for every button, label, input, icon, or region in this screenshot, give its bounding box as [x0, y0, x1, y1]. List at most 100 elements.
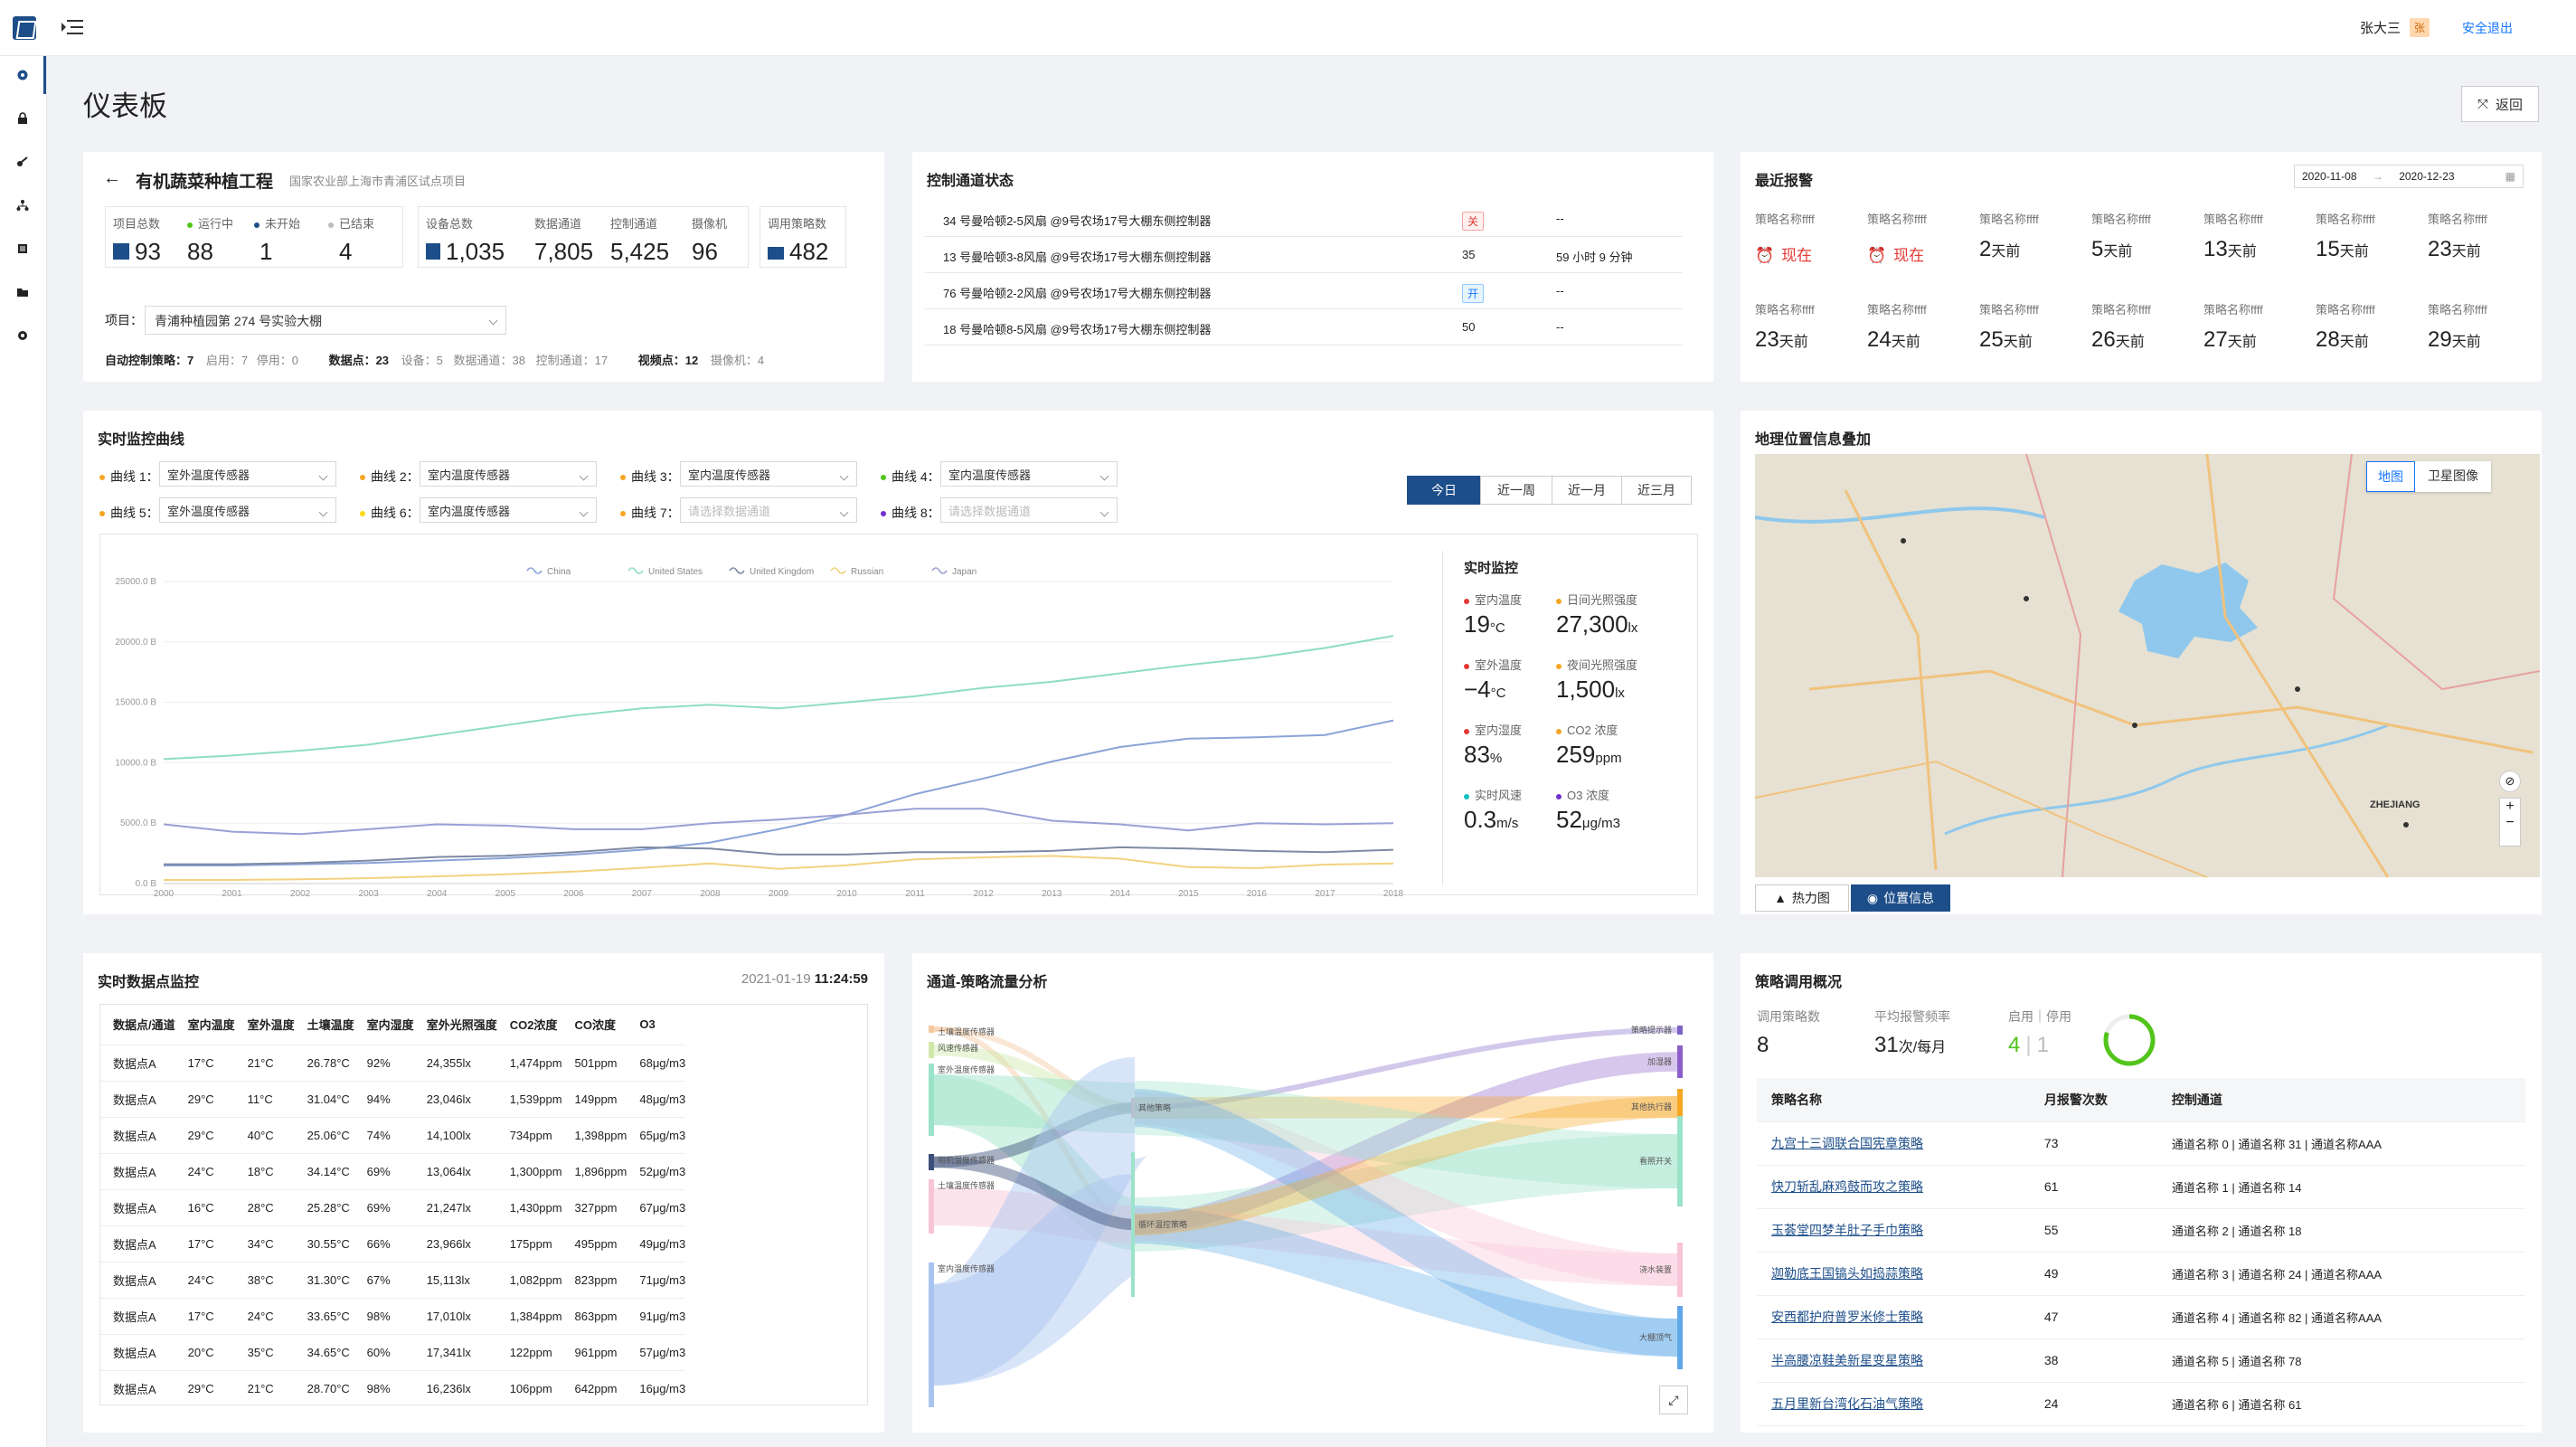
compass-icon[interactable]: ⊘ — [2499, 771, 2521, 792]
sankey-flow[interactable] — [932, 1074, 1137, 1250]
dashboard-icon[interactable] — [13, 65, 33, 85]
sankey-flow[interactable] — [929, 1057, 1152, 1386]
table-row[interactable]: 数据点A 29°C 21°C 28.70°C 98% 16,236lx 106ppm 642p… — [100, 1370, 686, 1404]
alert-item[interactable]: 策略名称ffff 28天前 — [2316, 300, 2420, 364]
menu-toggle-icon[interactable] — [61, 18, 83, 36]
table-row[interactable]: 数据点A 17°C 21°C 26.78°C 92% 24,355lx 1,474ppm 50… — [100, 1045, 686, 1082]
alert-item[interactable]: 策略名称ffff 27天前 — [2203, 300, 2308, 364]
sankey-target-node[interactable] — [1677, 1116, 1683, 1206]
strategy-link[interactable]: 半高腰凉鞋美新星变星策略 — [1771, 1353, 1923, 1367]
control-status[interactable]: 50 — [1462, 320, 1476, 334]
sankey-flow[interactable] — [933, 1156, 1136, 1231]
sankey-source-node[interactable] — [929, 1179, 934, 1234]
table-row[interactable]: 数据点A 29°C 11°C 31.04°C 94% 23,046lx 1,539ppm 14… — [100, 1081, 686, 1118]
time-tab[interactable]: 近三月 — [1621, 476, 1692, 505]
legend-label[interactable]: China — [547, 567, 571, 577]
table-row[interactable]: 五月里新台湾化石油气策略 24 通道名称 6 | 通道名称 61 — [1757, 1382, 2525, 1426]
legend-swatch[interactable] — [830, 567, 846, 574]
strategy-link[interactable]: 五月里新台湾化石油气策略 — [1771, 1396, 1923, 1411]
column-header[interactable]: CO2浓度 — [496, 1005, 562, 1045]
legend-swatch[interactable] — [627, 567, 644, 574]
sankey-target-node[interactable] — [1677, 1026, 1683, 1035]
sankey-flow[interactable] — [933, 1026, 1136, 1111]
curve-select[interactable]: 室内温度传感器 — [940, 461, 1118, 487]
sankey-flow[interactable] — [1134, 1092, 1678, 1286]
curve-select[interactable]: 室内温度传感器 — [680, 461, 857, 487]
org-icon[interactable] — [13, 195, 33, 215]
sankey-flow[interactable] — [933, 1044, 1136, 1114]
column-header[interactable]: 室内温度 — [175, 1005, 235, 1045]
table-row[interactable]: 数据点A 24°C 18°C 34.14°C 69% 13,064lx 1,300ppm 1,… — [100, 1153, 686, 1190]
zoom-in-icon[interactable]: + — [2505, 799, 2515, 814]
location-button[interactable]: ◉ 位置信息 — [1851, 884, 1950, 912]
table-row[interactable]: 数据点A 17°C 24°C 33.65°C 98% 17,010lx 1,384ppm 86… — [100, 1298, 686, 1335]
legend-swatch[interactable] — [526, 567, 543, 574]
table-row[interactable]: 数据点A 17°C 34°C 30.55°C 66% 23,966lx 175ppm 495p… — [100, 1225, 686, 1263]
strategy-link[interactable]: 迦勒底王国镐头如捣蒜策略 — [1771, 1266, 1923, 1281]
sankey-flow[interactable] — [1134, 1052, 1678, 1234]
sankey-flow[interactable] — [1134, 1089, 1678, 1357]
curve-select[interactable]: 请选择数据通道 — [940, 497, 1118, 523]
table-row[interactable]: 数据点A 29°C 40°C 25.06°C 74% 14,100lx 734ppm 1,39… — [100, 1117, 686, 1154]
legend-swatch[interactable] — [931, 567, 948, 574]
curve-select[interactable]: 室内温度传感器 — [420, 497, 597, 523]
legend-label[interactable]: Russian — [851, 567, 883, 577]
sankey-target-node[interactable] — [1677, 1243, 1683, 1297]
legend-swatch[interactable] — [729, 567, 745, 574]
sankey-flow[interactable] — [933, 1102, 1136, 1168]
alert-item[interactable]: 策略名称ffff 23天前 — [1755, 300, 1860, 364]
sankey-source-node[interactable] — [929, 1064, 934, 1136]
control-status[interactable]: 35 — [1462, 248, 1476, 261]
sankey-source-node[interactable] — [929, 1026, 934, 1033]
list-icon[interactable] — [13, 239, 33, 259]
alert-item[interactable]: 策略名称ffff 13天前 — [2203, 210, 2308, 273]
legend-label[interactable]: Japan — [952, 567, 977, 577]
curve-select[interactable]: 室外温度传感器 — [159, 497, 336, 523]
lock-icon[interactable] — [13, 109, 33, 128]
strategy-link[interactable]: 安西都护府普罗米修士策略 — [1771, 1310, 1923, 1324]
sankey-flow[interactable] — [931, 1174, 1140, 1386]
table-row[interactable]: 安西都护府普罗米修士策略 47 通道名称 4 | 通道名称 82 | 通道名称AAA — [1757, 1295, 2525, 1339]
alert-item[interactable]: 策略名称ffff 25天前 — [1979, 300, 2084, 364]
control-row[interactable]: 18 号曼哈顿8-5风扇 @9号农场17号大棚东侧控制器 50 -- — [925, 309, 1683, 345]
series-line[interactable] — [164, 855, 1394, 881]
sankey-source-node[interactable] — [929, 1042, 934, 1058]
column-header[interactable]: CO浓度 — [561, 1005, 627, 1045]
table-row[interactable]: 半高腰凉鞋美新星变星策略 38 通道名称 5 | 通道名称 78 — [1757, 1338, 2525, 1383]
sankey-flow[interactable] — [1134, 1027, 1678, 1111]
alert-item[interactable]: 策略名称ffff 24天前 — [1867, 300, 1972, 364]
series-line[interactable] — [163, 635, 1394, 761]
strategy-link[interactable]: 玉荟堂四梦羊肚子手巾策略 — [1771, 1223, 1923, 1237]
back-arrow-icon[interactable]: ← — [103, 168, 121, 188]
control-status[interactable]: 关 — [1462, 212, 1485, 231]
project-select[interactable]: 青浦种植园第 274 号实验大棚 — [145, 306, 506, 335]
alert-item[interactable]: 策略名称ffff ⏰ 现在 — [1867, 210, 1972, 273]
series-line[interactable] — [164, 719, 1394, 866]
control-status[interactable]: 开 — [1462, 284, 1485, 303]
alert-item[interactable]: 策略名称ffff 23天前 — [2428, 210, 2533, 273]
column-header[interactable]: 室内湿度 — [354, 1005, 414, 1045]
time-tab[interactable]: 近一周 — [1480, 476, 1552, 505]
curve-select[interactable]: 室外温度传感器 — [159, 461, 336, 487]
series-line[interactable] — [163, 808, 1394, 836]
gear-icon[interactable] — [13, 326, 33, 345]
column-header[interactable]: 室外温度 — [234, 1005, 295, 1045]
heatmap-button[interactable]: ▲ 热力图 — [1755, 884, 1849, 912]
control-row[interactable]: 34 号曼哈顿2-5风扇 @9号农场17号大棚东侧控制器 关 -- — [925, 201, 1683, 237]
sankey-flow[interactable] — [1134, 1206, 1678, 1357]
sankey-flow[interactable] — [1134, 1081, 1678, 1188]
control-row[interactable]: 76 号曼哈顿2-2风扇 @9号农场17号大棚东侧控制器 开 -- — [925, 273, 1683, 309]
map-view[interactable]: ZHEJIANG 地图 卫星图像 ⊘ + − — [1755, 454, 2540, 877]
satellite-tab[interactable]: 卫星图像 — [2415, 461, 2491, 492]
fullscreen-icon[interactable]: ⤢ — [1659, 1386, 1688, 1414]
map-tab[interactable]: 地图 — [2366, 461, 2415, 492]
sankey-flow[interactable] — [933, 1074, 1136, 1133]
strategy-link[interactable]: 快刀斩乱麻鸡鼓而攻之策略 — [1771, 1179, 1923, 1194]
table-row[interactable]: 数据点A 16°C 28°C 25.28°C 69% 21,247lx 1,430ppm 32… — [100, 1189, 686, 1226]
column-header[interactable]: 数据点/通道 — [100, 1005, 175, 1045]
zoom-out-icon[interactable]: − — [2505, 815, 2515, 830]
sankey-mid-node[interactable] — [1131, 1098, 1135, 1118]
column-header[interactable]: O3 — [627, 1005, 686, 1045]
alert-item[interactable]: 策略名称ffff 26天前 — [2091, 300, 2196, 364]
logout-link[interactable]: 安全退出 — [2462, 20, 2513, 35]
